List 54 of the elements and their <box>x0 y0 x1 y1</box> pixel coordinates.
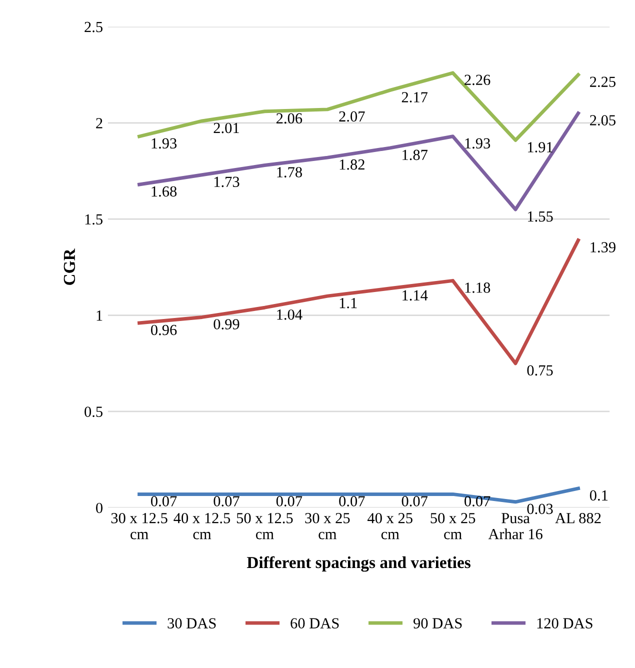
data-label: 0.96 <box>150 324 177 336</box>
data-label: 1.68 <box>152 186 177 197</box>
legend-label: 60 DAS <box>290 618 339 628</box>
x-tick-label: 50 x 25 cm <box>430 512 476 540</box>
line-series <box>138 112 580 212</box>
data-label: 1.93 <box>465 138 490 149</box>
data-label: 1.18 <box>465 282 490 293</box>
x-tick-label: 30 x 25 cm <box>305 512 350 540</box>
data-label: 2.25 <box>590 76 616 88</box>
data-label: 1.87 <box>402 150 428 160</box>
data-label: 0.07 <box>214 496 240 506</box>
y-tick-label: 0 <box>96 502 103 514</box>
x-tick-label: Pusa Arhar 16 <box>488 513 542 540</box>
data-label: 2.07 <box>339 111 365 122</box>
data-label: 1.73 <box>214 176 240 188</box>
data-label: 2.05 <box>590 115 616 126</box>
data-label: 1.04 <box>277 309 302 320</box>
data-label: 1.78 <box>277 167 302 178</box>
data-label: 0.07 <box>464 496 490 506</box>
x-tick-label: 40 x 25 cm <box>368 512 412 540</box>
x-tick-label: 30 x 12.5 cm <box>111 512 168 540</box>
data-label: 0.75 <box>527 365 553 376</box>
y-tick-label: 0.5 <box>84 406 102 418</box>
data-label: 0.1 <box>590 490 608 501</box>
data-label: 1.82 <box>340 159 364 170</box>
data-label: 0.03 <box>527 504 553 514</box>
legend-label: 30 DAS <box>168 618 216 628</box>
data-label: 1.55 <box>528 211 553 222</box>
x-tick-label: 50 x 12.5 cm <box>236 512 293 540</box>
y-tick-label: 2 <box>96 118 102 128</box>
data-label: 0.07 <box>276 496 302 506</box>
y-tick-label: 1 <box>96 310 102 321</box>
y-tick-label: 2.5 <box>84 22 102 32</box>
data-label: 2.26 <box>464 74 490 86</box>
data-label: 0.07 <box>402 496 428 506</box>
data-label: 1.14 <box>402 290 428 301</box>
data-label: 2.17 <box>402 92 428 102</box>
y-tick-label: 1.5 <box>85 214 102 225</box>
x-axis-title: Different spacings and varieties <box>246 556 470 572</box>
data-label: 2.01 <box>214 122 239 134</box>
data-label: 0.07 <box>150 496 177 506</box>
line-series <box>138 238 580 366</box>
x-tick-label: AL 882 <box>555 512 601 524</box>
data-label: 0.99 <box>214 319 240 330</box>
data-label: 1.91 <box>528 142 552 152</box>
data-label: 1.1 <box>340 298 357 308</box>
data-label: 2.06 <box>276 113 302 124</box>
data-label: 0.07 <box>339 496 365 506</box>
data-label: 1.93 <box>152 138 177 149</box>
legend-label: 90 DAS <box>414 618 462 628</box>
y-axis-title: CGR <box>64 248 76 285</box>
legend-label: 120 DAS <box>537 618 592 628</box>
x-tick-label: 40 x 12.5 cm <box>174 512 230 540</box>
data-label: 1.39 <box>590 242 616 252</box>
